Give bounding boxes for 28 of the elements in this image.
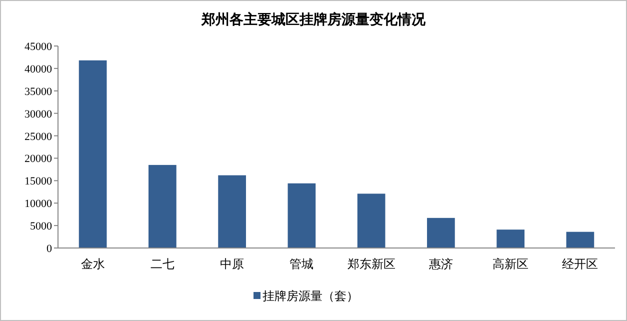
chart-title: 郑州各主要城区挂牌房源量变化情况 [200,11,426,28]
x-tick-label: 管城 [290,257,314,271]
y-tick-label: 40000 [24,63,52,76]
y-tick-label: 5000 [30,220,52,233]
x-tick-label: 二七 [150,257,174,271]
y-tick-label: 15000 [24,176,52,188]
y-tick-label: 30000 [24,108,52,120]
bar [566,232,594,248]
y-tick-label: 20000 [24,153,52,166]
bar [218,175,246,248]
bar [288,183,316,248]
y-tick-label: 0 [46,243,52,255]
bar [78,60,107,248]
x-tick-label: 郑东新区 [347,257,396,271]
x-tick-label: 中原 [220,257,244,271]
y-tick-label: 10000 [24,198,52,210]
x-tick-label: 金水 [80,257,105,271]
bar [427,218,455,248]
bar [357,194,386,248]
bar [496,230,524,248]
x-tick-label: 惠济 [428,257,453,271]
bar [148,164,176,248]
x-tick-label: 高新区 [492,257,529,271]
y-tick-label: 45000 [24,41,52,53]
y-tick-label: 25000 [24,130,52,143]
y-tick-label: 35000 [24,86,52,98]
legend-label: 挂牌房源量（套） [262,289,358,303]
x-tick-label: 经开区 [562,257,598,271]
